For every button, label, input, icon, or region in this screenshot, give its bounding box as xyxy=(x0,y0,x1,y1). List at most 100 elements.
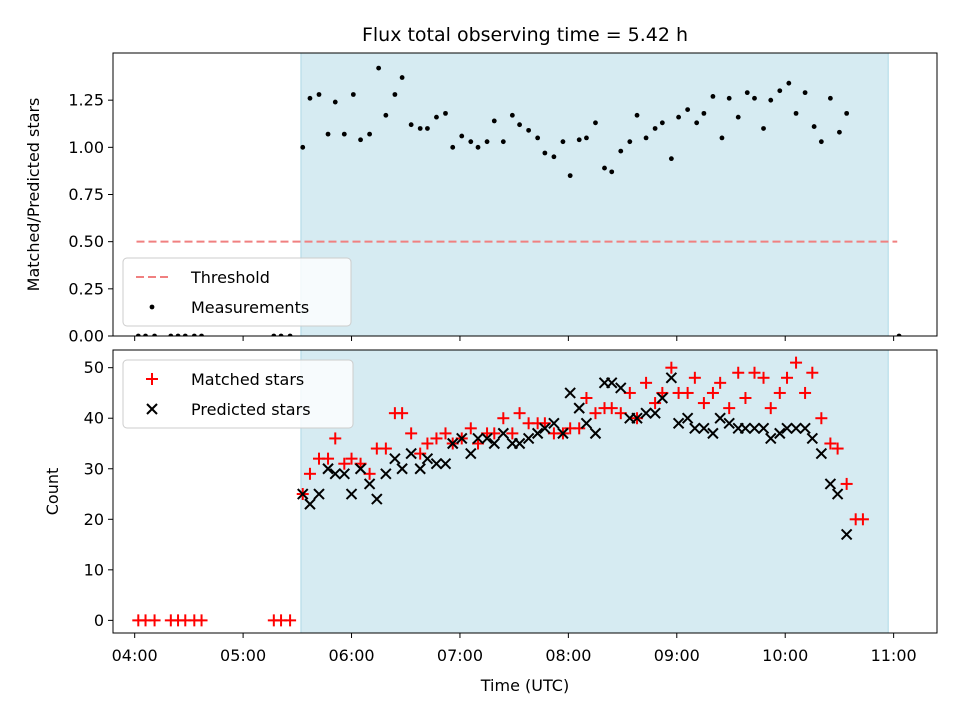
matched-stars-point xyxy=(605,402,618,415)
legend: Threshold Measurements xyxy=(122,257,352,327)
measurements-point xyxy=(367,131,372,137)
matched-stars-point xyxy=(430,432,443,445)
marker-stroke xyxy=(573,402,585,414)
measurements-point xyxy=(278,333,284,336)
legend-label: Predicted stars xyxy=(191,400,311,419)
predicted-stars-point xyxy=(481,432,493,445)
marker-stroke xyxy=(488,437,500,450)
predicted-stars-point xyxy=(539,422,551,435)
predicted-stars-point xyxy=(649,407,661,419)
marker-stroke xyxy=(748,422,761,435)
data-points xyxy=(135,65,902,336)
matched-stars-point xyxy=(806,366,819,379)
marker-stroke xyxy=(539,422,551,435)
x-axis-label: Time (UTC) xyxy=(480,676,569,695)
measurements-point xyxy=(332,99,338,105)
matched-stars-point xyxy=(697,397,710,410)
marker-stroke xyxy=(456,432,468,445)
measurements-point xyxy=(517,122,522,128)
predicted-stars-point xyxy=(765,432,777,445)
measurements-point xyxy=(643,135,649,141)
predicted-stars-point xyxy=(689,422,701,435)
axes-frame xyxy=(112,349,938,634)
matched-stars-point xyxy=(464,422,477,435)
measurements-point xyxy=(475,144,481,150)
matched-stars-point xyxy=(322,452,335,465)
measurements-point xyxy=(434,114,439,120)
predicted-stars-point xyxy=(806,432,819,445)
legend: Matched stars Predicted stars xyxy=(122,359,354,429)
predicted-stars-point xyxy=(698,422,710,435)
matched-stars-point xyxy=(757,371,770,384)
matched-stars-point xyxy=(405,427,418,440)
matched-stars-point xyxy=(688,371,701,384)
measurements-point xyxy=(668,156,674,162)
matched-stars-point xyxy=(506,427,519,440)
marker-stroke xyxy=(672,417,685,429)
measurements-point xyxy=(168,333,174,336)
marker-stroke xyxy=(371,493,383,505)
matched-stars-point xyxy=(824,437,837,450)
measurements-point xyxy=(500,139,506,145)
legend-handle-measurements xyxy=(149,304,155,310)
predicted-stars-point xyxy=(304,498,316,510)
marker-stroke xyxy=(497,427,510,440)
predicted-stars-point xyxy=(329,468,341,480)
predicted-stars-point xyxy=(363,478,376,490)
y-tick-label: 0.25 xyxy=(68,279,104,298)
measurements-point xyxy=(199,333,204,336)
observing-window-shade xyxy=(300,53,889,336)
marker-stroke xyxy=(580,417,593,429)
predicted-stars-point xyxy=(640,407,652,419)
x-tick-label: 11:00 xyxy=(871,646,917,665)
predicted-stars-point xyxy=(414,463,426,475)
marker-stroke xyxy=(548,417,560,429)
marker-stroke xyxy=(297,488,309,500)
measurements-point xyxy=(735,114,741,120)
matched-stars-point xyxy=(329,432,342,445)
measurements-point xyxy=(325,131,331,137)
predicted-stars-point xyxy=(739,422,752,435)
predicted-stars-point xyxy=(380,468,392,480)
marker-stroke xyxy=(615,382,627,394)
measurements-point xyxy=(786,80,792,86)
measurements-point xyxy=(844,110,850,116)
predicted-stars-point xyxy=(580,417,593,429)
measurements-point xyxy=(143,333,148,336)
legend-label: Measurements xyxy=(191,298,309,317)
predicted-stars-point xyxy=(757,422,770,435)
measurements-point xyxy=(567,173,573,179)
measurements-point xyxy=(593,120,598,126)
predicted-stars-point xyxy=(840,528,853,541)
y-tick-label: 1.00 xyxy=(68,138,104,157)
matched-stars-point xyxy=(856,513,869,526)
measurements-point xyxy=(602,165,607,171)
marker-stroke xyxy=(557,427,569,440)
observing-window-shade xyxy=(300,350,889,633)
y-tick-label: 20 xyxy=(84,510,104,529)
measurements-point xyxy=(135,333,141,336)
predicted-stars-point xyxy=(681,412,694,424)
marker-stroke xyxy=(649,407,661,419)
marker-stroke xyxy=(421,452,434,465)
matched-stars-point xyxy=(840,477,853,490)
marker-stroke xyxy=(481,432,493,445)
matched-stars-point xyxy=(414,447,427,460)
measurements-point xyxy=(509,112,515,118)
marker-stroke xyxy=(707,427,719,440)
predicted-stars-point xyxy=(396,463,408,475)
measurements-point xyxy=(491,118,497,124)
predicted-stars-point xyxy=(439,457,452,470)
predicted-stars-point xyxy=(672,417,685,429)
marker-stroke xyxy=(522,432,535,445)
marker-stroke xyxy=(564,387,576,399)
marker-stroke xyxy=(531,427,544,440)
marker-stroke xyxy=(698,422,710,435)
x-tick-label: 09:00 xyxy=(654,646,700,665)
marker-stroke xyxy=(472,432,484,445)
measurements-point xyxy=(535,135,541,141)
measurements-point xyxy=(768,97,774,103)
measurements-point xyxy=(676,114,681,120)
predicted-stars-point xyxy=(354,463,367,475)
marker-stroke xyxy=(640,407,652,419)
